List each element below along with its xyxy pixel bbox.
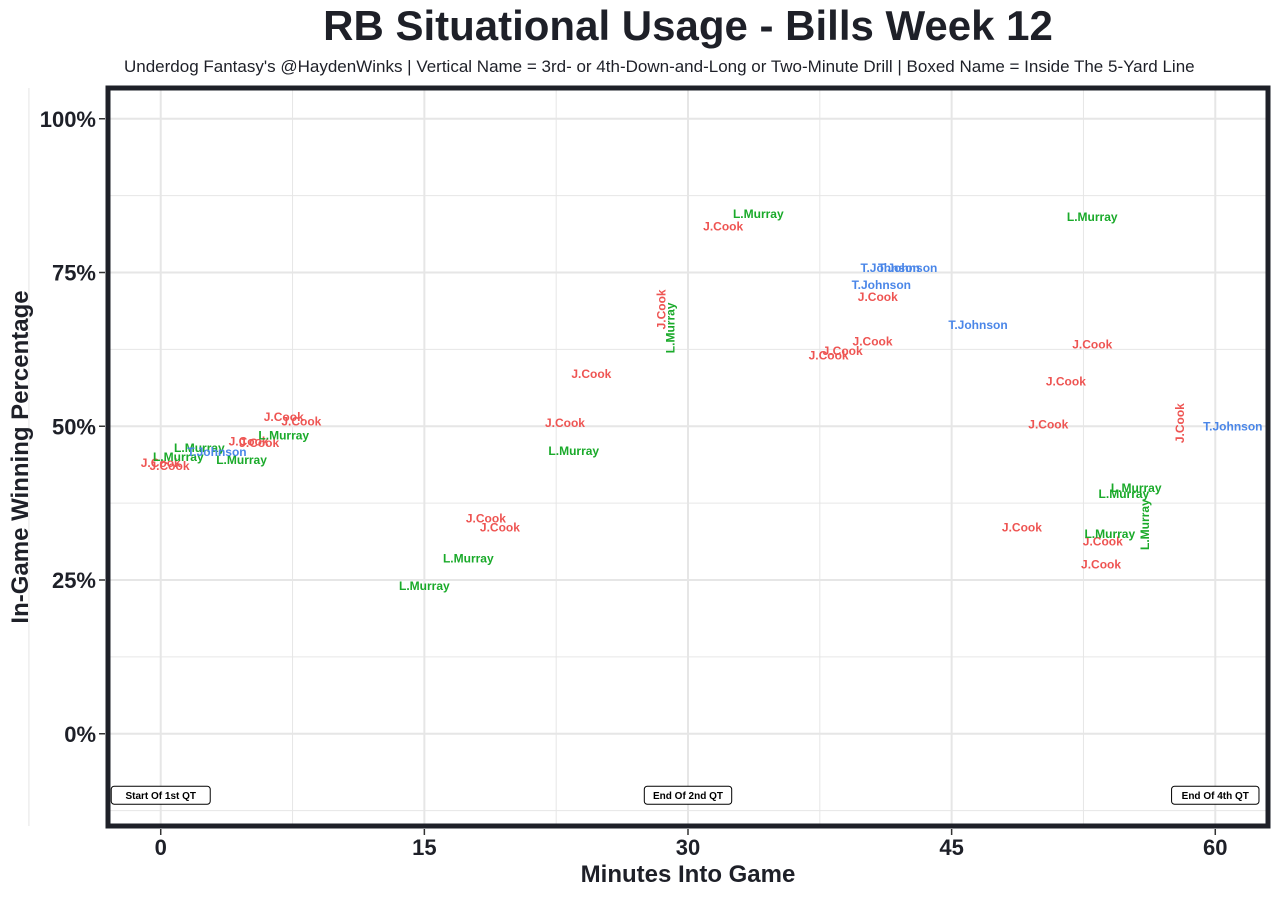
x-tick-label: 45	[939, 835, 963, 860]
point-label-l-murray: L.Murray	[1084, 527, 1135, 541]
quarter-annotation: End Of 4th QT	[1171, 785, 1260, 805]
y-tick-label: 75%	[52, 261, 96, 286]
point-label-j-cook: J.Cook	[853, 334, 893, 348]
annotation-label: End Of 4th QT	[1182, 791, 1249, 802]
y-tick-label: 100%	[40, 107, 96, 132]
grid-lines	[28, 88, 1268, 826]
annotation-label: Start Of 1st QT	[125, 791, 196, 802]
point-label-j-cook: J.Cook	[281, 414, 321, 428]
quarter-annotation: Start Of 1st QT	[110, 785, 211, 805]
x-axis-ticks: 0 15 30 45 60	[155, 829, 1228, 860]
point-label-j-cook: J.Cook	[466, 512, 506, 526]
point-label-l-murray: L.Murray	[443, 551, 494, 565]
point-label-j-cook: J.Cook	[239, 436, 279, 450]
point-label-j-cook: J.Cook	[571, 367, 611, 381]
point-label-j-cook: J.Cook	[1028, 417, 1068, 431]
x-tick-label: 0	[155, 835, 167, 860]
point-label-j-cook: J.Cook	[1083, 534, 1123, 548]
annotation-box	[110, 785, 211, 805]
point-label-t-johnson: T.Johnson	[878, 261, 937, 275]
point-label-t-johnson: T.Johnson	[860, 261, 919, 275]
point-label-j-cook: J.Cook	[150, 459, 190, 473]
point-label-l-murray: L.Murray	[733, 207, 784, 221]
point-label-l-murray: L.Murray	[663, 302, 677, 353]
point-label-l-murray: L.Murray	[1138, 499, 1152, 550]
quarter-annotation: End Of 2nd QT	[643, 785, 733, 805]
y-axis-title: In-Game Winning Percentage	[7, 290, 34, 623]
point-label-l-murray: L.Murray	[1067, 210, 1118, 224]
point-label-t-johnson: T.Johnson	[852, 278, 911, 292]
y-tick-label: 0%	[64, 722, 96, 747]
point-label-j-cook: J.Cook	[545, 416, 585, 430]
point-label-j-cook: J.Cook	[229, 435, 269, 449]
point-label-j-cook: J.Cook	[809, 349, 849, 363]
point-label-j-cook: J.Cook	[1046, 374, 1086, 388]
point-label-t-johnson: T.Johnson	[187, 445, 246, 459]
plot-frame	[105, 85, 1271, 829]
x-tick-label: 15	[412, 835, 436, 860]
x-axis-title: Minutes Into Game	[581, 861, 796, 888]
point-label-j-cook: J.Cook	[1081, 558, 1121, 572]
quarter-annotations: Start Of 1st QT End Of 2nd QT End Of 4th Q…	[110, 785, 1260, 805]
point-label-j-cook: J.Cook	[703, 219, 743, 233]
point-label-l-murray: L.Murray	[174, 441, 225, 455]
point-label-j-cook: J.Cook	[858, 290, 898, 304]
point-label-l-murray: L.Murray	[216, 453, 267, 467]
point-label-j-cook: J.Cook	[823, 344, 863, 358]
point-label-j-cook: J.Cook	[1173, 403, 1187, 443]
chart-title: RB Situational Usage - Bills Week 12	[323, 2, 1053, 49]
chart-subtitle: Underdog Fantasy's @HaydenWinks | Vertic…	[124, 57, 1195, 76]
point-label-j-cook: J.Cook	[480, 521, 520, 535]
point-label-l-murray: L.Murray	[548, 444, 599, 458]
point-label-t-johnson: T.Johnson	[948, 318, 1007, 332]
point-label-j-cook: J.Cook	[655, 289, 669, 329]
point-label-l-murray: L.Murray	[1099, 487, 1150, 501]
point-label-j-cook: J.Cook	[1072, 337, 1112, 351]
y-axis-ticks: 0% 25% 50% 75% 100%	[40, 107, 105, 747]
point-label-l-murray: L.Murray	[258, 428, 309, 442]
annotation-box	[643, 785, 733, 805]
point-label-t-johnson: T.Johnson	[1203, 419, 1262, 433]
data-points: J.CookJ.CookJ.CookJ.CookJ.CookJ.CookJ.Co…	[141, 207, 1263, 593]
y-tick-label: 50%	[52, 414, 96, 439]
x-tick-label: 30	[676, 835, 700, 860]
point-label-l-murray: L.Murray	[153, 450, 204, 464]
point-label-j-cook: J.Cook	[264, 410, 304, 424]
annotation-label: End Of 2nd QT	[653, 791, 723, 802]
annotation-box	[1171, 785, 1260, 805]
point-label-j-cook: J.Cook	[1002, 521, 1042, 535]
x-tick-label: 60	[1203, 835, 1227, 860]
point-label-l-murray: L.Murray	[1111, 481, 1162, 495]
y-tick-label: 25%	[52, 568, 96, 593]
point-label-l-murray: L.Murray	[399, 579, 450, 593]
point-label-j-cook: J.Cook	[141, 456, 181, 470]
